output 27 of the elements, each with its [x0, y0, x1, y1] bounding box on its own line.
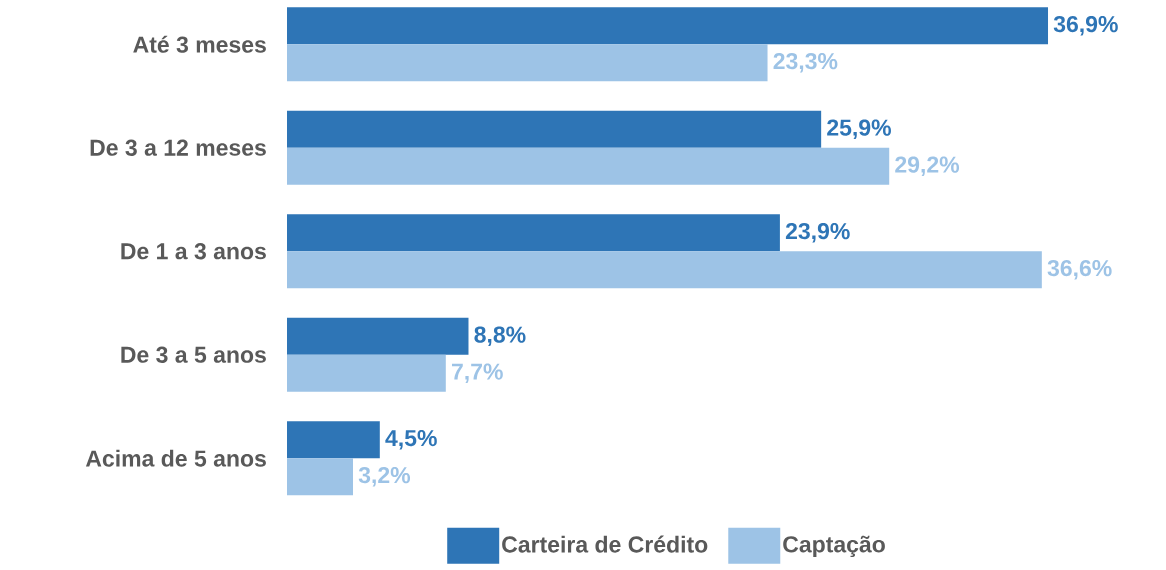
y-tick-label: Até 3 meses [133, 35, 266, 53]
data-label: 23,3% [773, 52, 838, 73]
y-tick-label: De 3 a 5 anos [121, 346, 266, 363]
bar [287, 354, 446, 392]
y-tick-label: Acima de 5 anos [85, 449, 266, 467]
data-label: 23,9% [785, 222, 850, 243]
data-label: 29,2% [895, 156, 960, 177]
bar [287, 214, 780, 252]
bar [287, 317, 469, 355]
y-tick-label: De 1 a 3 anos [121, 243, 266, 260]
data-label: 7,7% [451, 363, 503, 384]
data-label: 8,8% [474, 326, 526, 347]
bar [287, 147, 890, 185]
data-label: 3,2% [358, 466, 411, 487]
bar [287, 251, 1042, 289]
legend-label: Captação [783, 535, 885, 558]
bar [287, 7, 1049, 45]
bar [287, 44, 768, 82]
data-label: 36,9% [1053, 15, 1118, 36]
bar [287, 110, 822, 148]
data-label: 25,9% [827, 119, 891, 140]
y-tick-label: De 3 a 12 meses [90, 139, 266, 156]
data-label: 36,6% [1047, 259, 1112, 280]
legend-label: Carteira de Crédito [502, 535, 708, 553]
bar [287, 421, 380, 459]
bar [287, 458, 353, 496]
data-label: 4,5% [385, 429, 437, 450]
